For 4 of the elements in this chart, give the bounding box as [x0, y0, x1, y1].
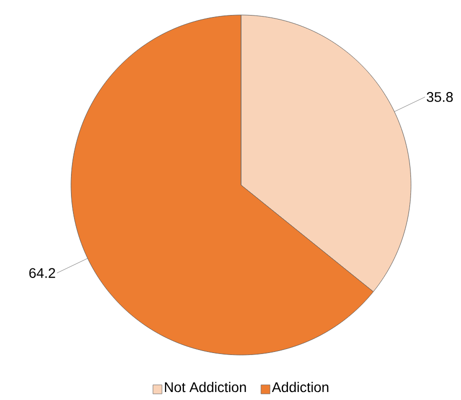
data-label: 64.2 [29, 268, 56, 278]
data-label: 35.8 [426, 92, 453, 102]
legend-label: Not Addiction [164, 382, 246, 392]
legend-label: Addiction [272, 382, 328, 392]
